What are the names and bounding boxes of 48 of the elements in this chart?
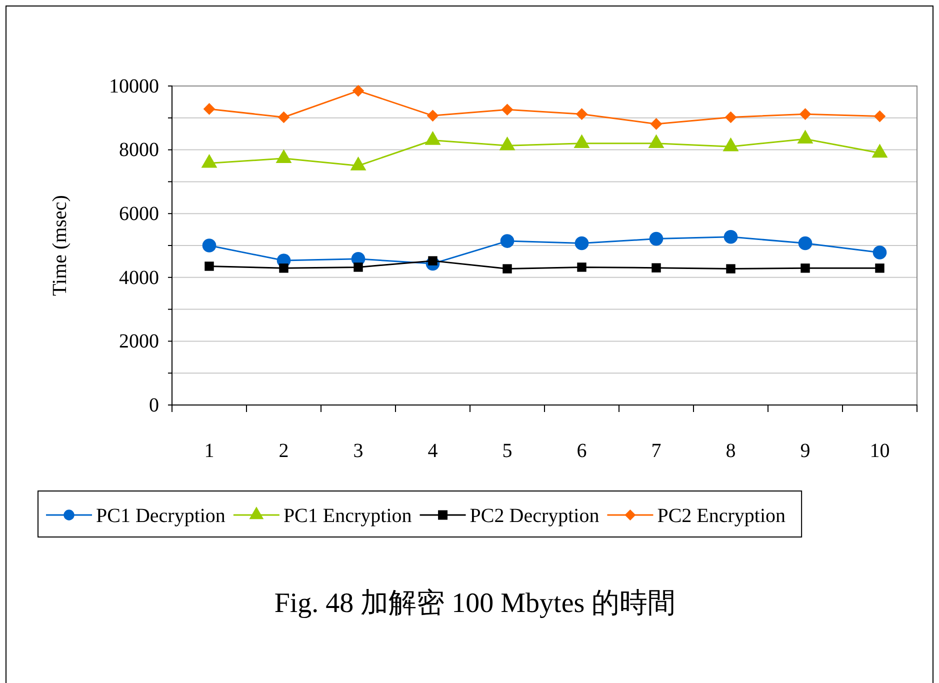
- point: [354, 262, 363, 272]
- point: [352, 84, 364, 97]
- y-tick-label: 2000: [119, 330, 159, 353]
- point: [202, 238, 216, 252]
- point: [724, 111, 737, 124]
- point: [724, 230, 738, 244]
- y-tick-label: 10000: [109, 75, 159, 98]
- legend-label: PC2 Encryption: [657, 505, 786, 527]
- point: [800, 264, 810, 273]
- point: [649, 232, 664, 246]
- x-tick-label: 8: [726, 440, 736, 462]
- point: [204, 262, 214, 271]
- point: [798, 236, 812, 250]
- point: [278, 111, 290, 124]
- legend-label: PC1 Decryption: [96, 505, 226, 527]
- x-tick-label: 7: [651, 440, 662, 462]
- x-tick-label: 9: [800, 440, 810, 462]
- point: [650, 118, 662, 130]
- legend-label: PC2 Decryption: [470, 505, 600, 527]
- point: [426, 110, 439, 122]
- x-tick-label: 2: [278, 440, 289, 462]
- x-tick-label: 4: [428, 440, 438, 462]
- point: [872, 246, 887, 260]
- x-tick-label: 1: [204, 440, 214, 462]
- point: [874, 110, 886, 122]
- point: [203, 103, 216, 115]
- y-tick-label: 4000: [119, 266, 159, 289]
- y-tick-label: 6000: [119, 203, 159, 225]
- point: [279, 264, 288, 273]
- point: [574, 236, 589, 250]
- x-tick-label: 3: [353, 440, 364, 462]
- x-tick-label: 5: [502, 440, 512, 462]
- point: [652, 263, 661, 272]
- y-tick-label: 8000: [119, 139, 159, 162]
- point: [875, 264, 884, 273]
- y-tick-label: 0: [149, 394, 159, 416]
- point: [501, 104, 514, 116]
- point: [799, 108, 812, 120]
- point: [500, 234, 514, 248]
- text: Fig. 48 加解密 100 Mbytes 的時間: [274, 588, 676, 619]
- point: [576, 108, 588, 120]
- legend-label: PC1 Encryption: [283, 505, 412, 527]
- point: [577, 262, 586, 272]
- y-axis-title: Time (msec): [49, 195, 71, 296]
- x-tick-label: 6: [576, 440, 587, 462]
- point: [726, 264, 736, 274]
- x-tick-label: 10: [870, 440, 890, 462]
- point: [502, 264, 512, 274]
